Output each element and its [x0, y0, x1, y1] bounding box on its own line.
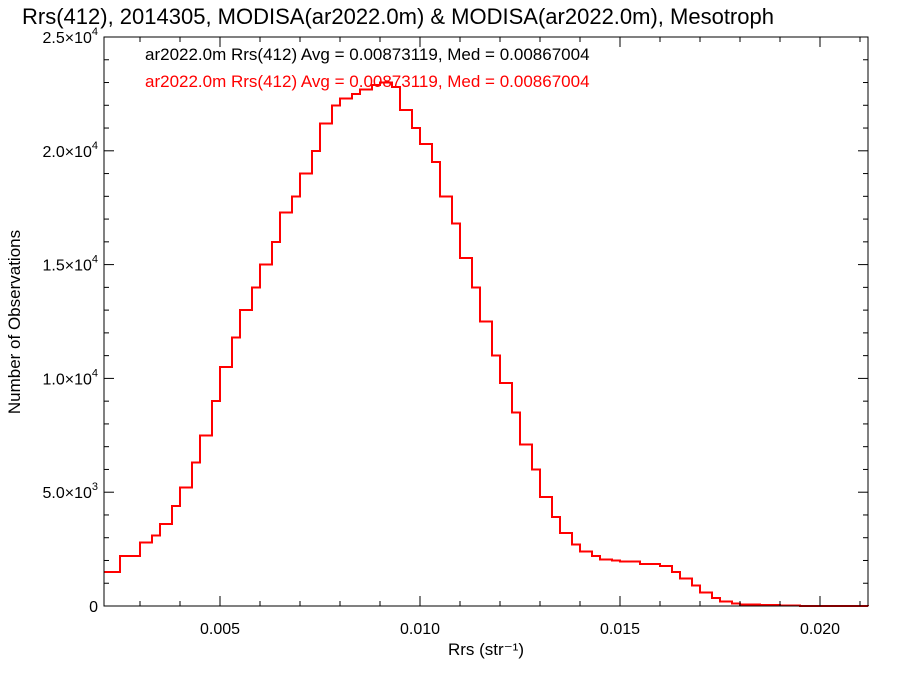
legend-entry-2: ar2022.0m Rrs(412) Avg = 0.00873119, Med… [145, 72, 590, 91]
chart-title: Rrs(412), 2014305, MODISA(ar2022.0m) & M… [22, 4, 774, 29]
legend-entry-1: ar2022.0m Rrs(412) Avg = 0.00873119, Med… [145, 45, 590, 64]
plot-frame [103, 36, 869, 607]
x-tick-label-3: 0.020 [800, 621, 840, 638]
x-tick-label-0: 0.005 [200, 621, 240, 638]
x-tick-label-2: 0.015 [600, 621, 640, 638]
y-tick-label-4: 2.0×104 [42, 140, 98, 161]
ticks-layer: 0.005 0.010 0.015 0.020 0 5.0×103 1.0×104 1.5×1… [42, 26, 868, 638]
y-tick-label-2: 1.0×104 [42, 367, 98, 388]
y-tick-label-0: 0 [89, 599, 98, 616]
legend: ar2022.0m Rrs(412) Avg = 0.00873119, Med… [145, 45, 590, 91]
y-tick-label-3: 1.5×104 [42, 254, 98, 275]
x-tick-label-1: 0.010 [400, 621, 440, 638]
series-line-2 [104, 81, 869, 607]
series-layer [104, 81, 869, 607]
y-tick-label-5: 2.5×104 [42, 26, 98, 47]
series-line-1 [104, 81, 869, 607]
x-axis-title: Rrs (str⁻¹) [448, 640, 524, 659]
y-axis-title: Number of Observations [5, 230, 24, 414]
y-tick-label-1: 5.0×103 [42, 481, 98, 502]
